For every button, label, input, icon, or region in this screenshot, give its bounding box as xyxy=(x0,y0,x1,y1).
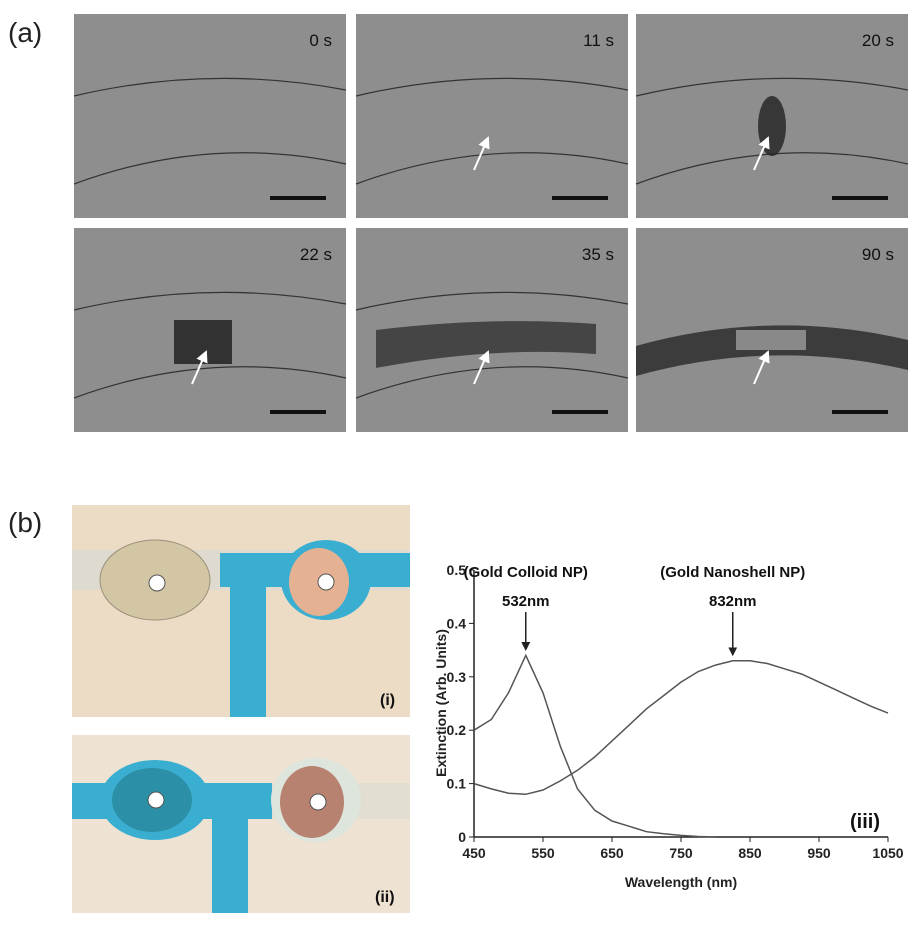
blob xyxy=(758,96,786,156)
x-tick-label: 650 xyxy=(600,845,624,861)
time-label: 22 s xyxy=(300,245,332,264)
photo: (i) xyxy=(72,505,410,717)
photo-label: (ii) xyxy=(375,889,395,906)
panel-label: (iii) xyxy=(850,811,880,833)
figure-canvas: (a) (b) 0 s 11 s 20 s 22 s 35 s 90 s (i) (ii)… xyxy=(0,0,910,931)
peak-label: 832nm xyxy=(709,593,757,610)
micrographs: 0 s 11 s 20 s 22 s 35 s 90 s xyxy=(74,14,908,432)
panel-label: (a) xyxy=(8,17,42,48)
y-tick-label: 0.3 xyxy=(447,669,467,685)
photo-label: (i) xyxy=(380,692,395,709)
x-tick-label: 750 xyxy=(669,845,693,861)
annotation: (Gold Colloid NP) xyxy=(464,564,588,581)
time-label: 90 s xyxy=(862,245,894,264)
y-tick-label: 0.2 xyxy=(447,722,467,738)
x-tick-label: 450 xyxy=(462,845,486,861)
y-tick-label: 0 xyxy=(458,829,466,845)
time-label: 20 s xyxy=(862,31,894,50)
micrograph-bg xyxy=(74,14,346,218)
x-tick-label: 1050 xyxy=(872,845,903,861)
gap xyxy=(736,330,806,350)
time-label: 0 s xyxy=(309,31,332,50)
x-tick-label: 950 xyxy=(807,845,831,861)
panel-label: (b) xyxy=(8,507,42,538)
x-axis-label: Wavelength (nm) xyxy=(625,874,737,890)
x-tick-label: 850 xyxy=(738,845,762,861)
micrograph: 90 s xyxy=(636,228,908,432)
peak-label: 532nm xyxy=(502,593,550,610)
annotation: (Gold Nanoshell NP) xyxy=(660,564,805,581)
micrograph: 11 s xyxy=(356,14,628,218)
series-line xyxy=(474,661,888,795)
micrograph: 0 s xyxy=(74,14,346,218)
time-label: 35 s xyxy=(582,245,614,264)
micrograph: 20 s xyxy=(636,14,908,218)
x-tick-label: 550 xyxy=(531,845,555,861)
micrograph: 35 s xyxy=(356,228,628,432)
figure: (a) (b) 0 s 11 s 20 s 22 s 35 s 90 s (i) (ii)… xyxy=(0,0,910,931)
micrograph: 22 s xyxy=(74,228,346,432)
y-axis-label: Extinction (Arb. Units) xyxy=(433,629,449,777)
y-tick-label: 0.4 xyxy=(447,615,467,631)
y-tick-label: 0.1 xyxy=(447,776,467,792)
chart: Wavelength (nm) Extinction (Arb. Units) … xyxy=(433,562,904,890)
photo: (ii) xyxy=(72,735,410,913)
time-label: 11 s xyxy=(583,31,614,50)
